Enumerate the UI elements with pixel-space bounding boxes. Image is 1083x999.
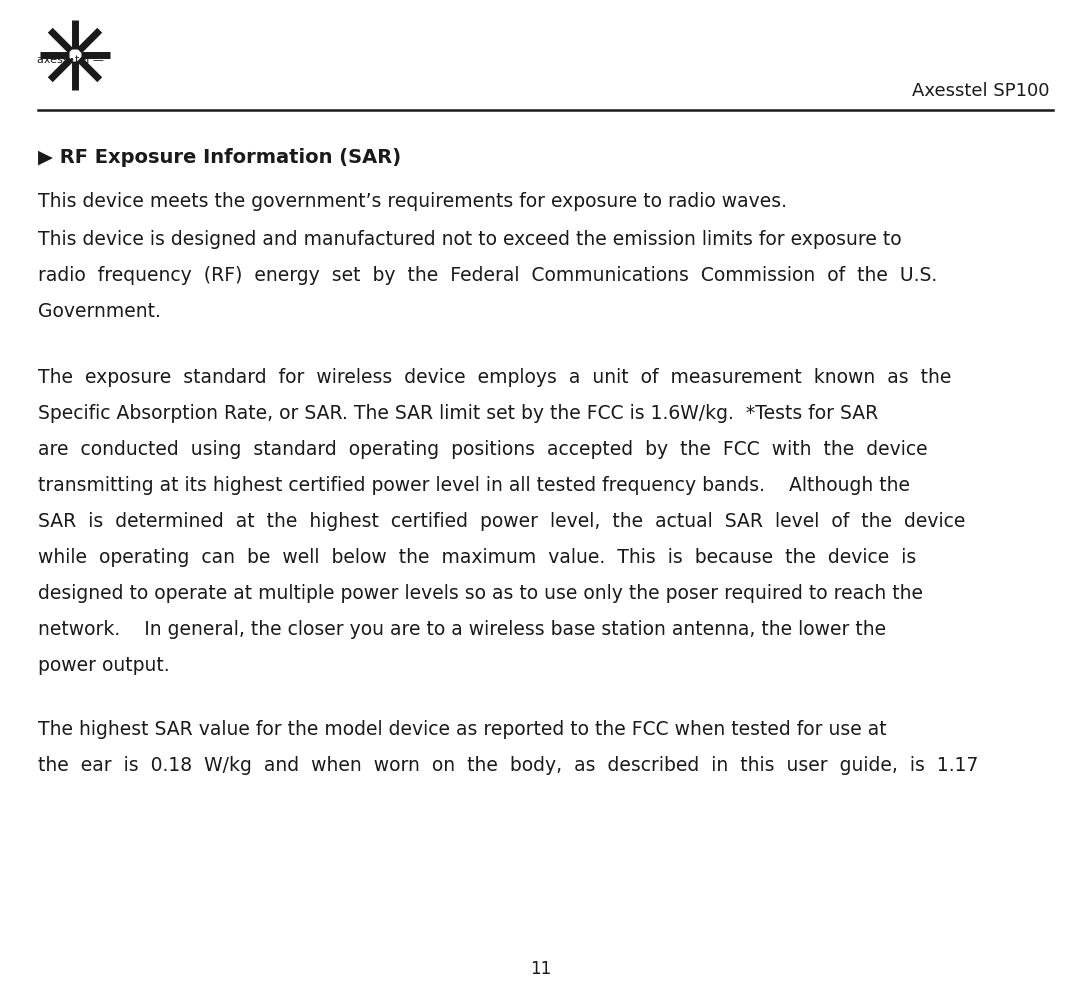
Text: the  ear  is  0.18  W/kg  and  when  worn  on  the  body,  as  described  in  th: the ear is 0.18 W/kg and when worn on th… (38, 756, 978, 775)
Text: SAR  is  determined  at  the  highest  certified  power  level,  the  actual  SA: SAR is determined at the highest certifi… (38, 512, 965, 531)
Text: Specific Absorption Rate, or SAR. The SAR limit set by the FCC is 1.6W/kg.  *Tes: Specific Absorption Rate, or SAR. The SA… (38, 404, 878, 423)
Text: designed to operate at multiple power levels so as to use only the poser require: designed to operate at multiple power le… (38, 584, 923, 603)
Text: network.    In general, the closer you are to a wireless base station antenna, t: network. In general, the closer you are … (38, 620, 886, 639)
Text: 11: 11 (531, 960, 551, 978)
Text: The highest SAR value for the model device as reported to the FCC when tested fo: The highest SAR value for the model devi… (38, 720, 887, 739)
Text: power output.: power output. (38, 656, 170, 675)
Text: radio  frequency  (RF)  energy  set  by  the  Federal  Communications  Commissio: radio frequency (RF) energy set by the F… (38, 266, 937, 285)
Text: This device is designed and manufactured not to exceed the emission limits for e: This device is designed and manufactured… (38, 230, 902, 249)
Text: The  exposure  standard  for  wireless  device  employs  a  unit  of  measuremen: The exposure standard for wireless devic… (38, 368, 951, 387)
Text: Government.: Government. (38, 302, 161, 321)
Text: while  operating  can  be  well  below  the  maximum  value.  This  is  because : while operating can be well below the ma… (38, 548, 916, 567)
Text: are  conducted  using  standard  operating  positions  accepted  by  the  FCC  w: are conducted using standard operating p… (38, 440, 928, 459)
Text: transmitting at its highest certified power level in all tested frequency bands.: transmitting at its highest certified po… (38, 476, 910, 495)
Text: Axesstel SP100: Axesstel SP100 (913, 82, 1051, 100)
Text: This device meets the government’s requirements for exposure to radio waves.: This device meets the government’s requi… (38, 192, 787, 211)
Text: axess•tel —: axess•tel — (37, 55, 104, 65)
Text: ▶ RF Exposure Information (SAR): ▶ RF Exposure Information (SAR) (38, 148, 401, 167)
